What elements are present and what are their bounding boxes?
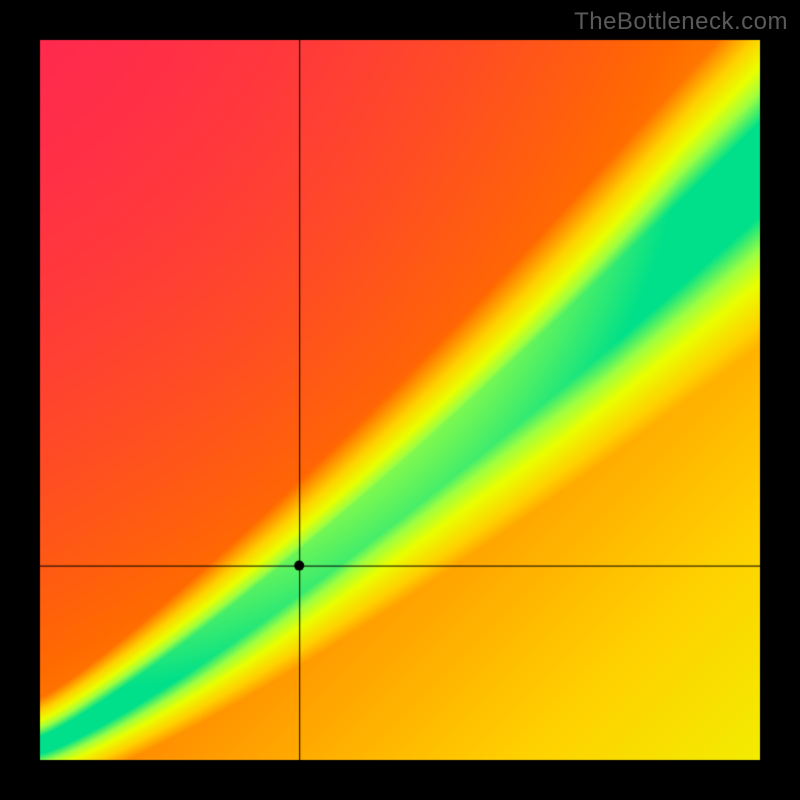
bottleneck-heatmap [0, 0, 800, 800]
watermark-text: TheBottleneck.com [574, 8, 788, 36]
chart-container: TheBottleneck.com [0, 0, 800, 800]
